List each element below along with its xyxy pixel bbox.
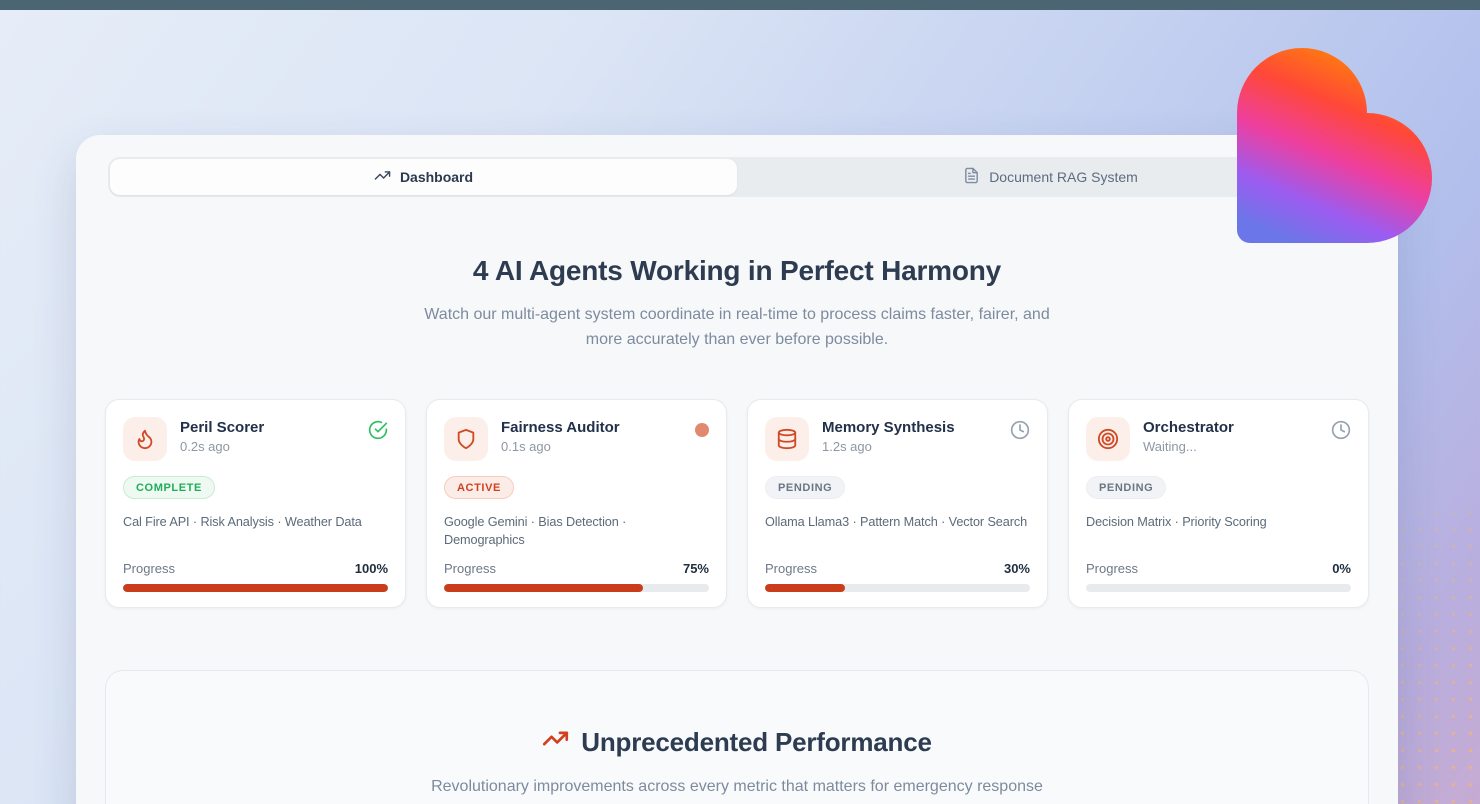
status-badge: COMPLETE: [123, 475, 215, 499]
progress-bar-fill: [765, 584, 845, 593]
progress-percent: 0%: [1332, 561, 1351, 577]
performance-title: Unprecedented Performance: [581, 726, 932, 757]
card-header: Memory Synthesis 1.2s ago: [765, 416, 1030, 461]
progress-row: Progress 30%: [765, 549, 1030, 576]
agent-name: Memory Synthesis: [822, 418, 955, 436]
agent-time: 0.1s ago: [501, 438, 551, 454]
page-subtitle: Watch our multi-agent system coordinate …: [424, 306, 1050, 348]
browser-top-strip: [0, 0, 1480, 10]
trending-up-icon: [542, 725, 569, 759]
performance-section: Unprecedented Performance Revolutionary …: [105, 670, 1369, 804]
card-title-block: Memory Synthesis 1.2s ago: [822, 417, 997, 454]
agent-time: Waiting...: [1143, 438, 1197, 454]
progress-label: Progress: [444, 561, 497, 577]
progress-bar: [123, 584, 388, 593]
card-header: Fairness Auditor 0.1s ago: [444, 416, 709, 461]
shield-icon: [444, 416, 488, 461]
agent-tags: Google Gemini · Bias Detection · Demogra…: [444, 514, 627, 547]
agent-time: 1.2s ago: [822, 438, 872, 454]
tab-document-rag-label: Document RAG System: [989, 169, 1138, 185]
agent-card-fairness-auditor: Fairness Auditor 0.1s ago ACTIVE Google …: [426, 398, 727, 609]
tab-document-rag-system[interactable]: Document RAG System: [737, 159, 1364, 195]
file-text-icon: [963, 167, 980, 187]
agent-name: Fairness Auditor: [501, 418, 620, 436]
progress-row: Progress 0%: [1086, 549, 1351, 576]
card-title-block: Peril Scorer 0.2s ago: [180, 417, 355, 454]
tab-bar: Dashboard Document RAG System: [108, 157, 1366, 197]
agent-name: Peril Scorer: [180, 418, 265, 436]
agent-name: Orchestrator: [1143, 418, 1234, 436]
clock-icon: [1331, 417, 1351, 445]
card-title-block: Fairness Auditor 0.1s ago: [501, 417, 682, 454]
card-header: Orchestrator Waiting...: [1086, 416, 1351, 461]
progress-row: Progress 100%: [123, 549, 388, 576]
agent-tags: Cal Fire API · Risk Analysis · Weather D…: [123, 514, 362, 529]
progress-bar: [1086, 584, 1351, 593]
progress-bar: [765, 584, 1030, 593]
agent-tags: Ollama Llama3 · Pattern Match · Vector S…: [765, 514, 1028, 529]
status-badge: PENDING: [1086, 475, 1167, 499]
progress-label: Progress: [123, 561, 176, 577]
agent-time: 0.2s ago: [180, 438, 230, 454]
card-title-block: Orchestrator Waiting...: [1143, 417, 1318, 454]
progress-row: Progress 75%: [444, 549, 709, 576]
card-header: Peril Scorer 0.2s ago: [123, 416, 388, 461]
hero-section: 4 AI Agents Working in Perfect Harmony W…: [76, 255, 1398, 353]
tab-dashboard[interactable]: Dashboard: [110, 159, 737, 195]
target-icon: [1086, 416, 1130, 461]
check-circle-icon: [368, 417, 388, 445]
progress-bar: [444, 584, 709, 593]
main-panel: Dashboard Document RAG System 4 AI Agent…: [76, 135, 1398, 804]
status-badge: PENDING: [765, 475, 846, 499]
progress-label: Progress: [765, 561, 818, 577]
status-badge: ACTIVE: [444, 475, 514, 499]
heart-logo-icon: [1237, 48, 1432, 243]
agent-card-orchestrator: Orchestrator Waiting... PENDING Decision…: [1068, 398, 1369, 609]
agent-cards-row: Peril Scorer 0.2s ago COMPLETE Cal Fire …: [105, 398, 1369, 609]
database-icon: [765, 416, 809, 461]
page-title: 4 AI Agents Working in Perfect Harmony: [472, 255, 1002, 286]
performance-subtitle: Revolutionary improvements across every …: [431, 778, 1043, 804]
active-dot-icon: [695, 417, 709, 437]
progress-percent: 100%: [354, 561, 388, 577]
progress-bar-fill: [123, 584, 388, 593]
agent-card-memory-synthesis: Memory Synthesis 1.2s ago PENDING Ollama…: [747, 398, 1048, 609]
trending-up-icon: [374, 167, 391, 187]
progress-percent: 75%: [682, 561, 709, 577]
agent-tags: Decision Matrix · Priority Scoring: [1086, 514, 1267, 529]
flame-icon: [123, 416, 167, 461]
clock-icon: [1010, 417, 1030, 445]
progress-label: Progress: [1086, 561, 1139, 577]
agent-card-peril-scorer: Peril Scorer 0.2s ago COMPLETE Cal Fire …: [105, 398, 406, 609]
performance-title-row: Unprecedented Performance: [106, 725, 1368, 759]
progress-bar-fill: [444, 584, 643, 593]
progress-percent: 30%: [1003, 561, 1030, 577]
tab-dashboard-label: Dashboard: [399, 169, 474, 185]
